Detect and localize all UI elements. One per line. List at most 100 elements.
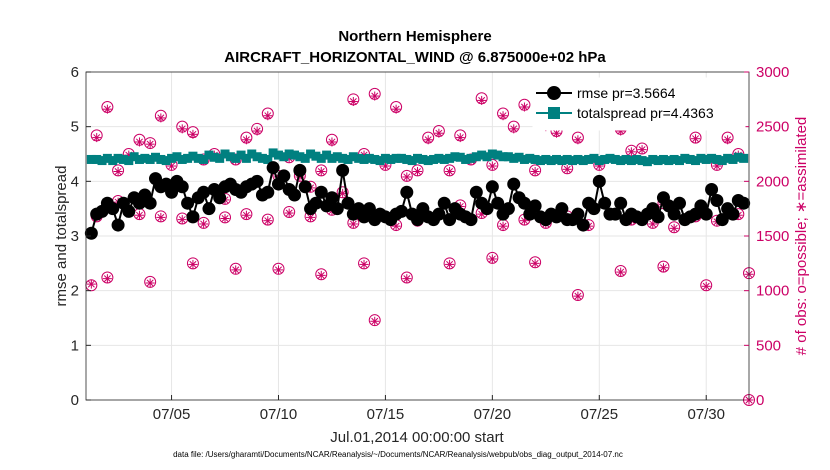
- y-tick-label: 0: [71, 392, 79, 409]
- y2-tick-label: 2000: [756, 173, 789, 190]
- obs-assimilated-marker: [188, 129, 198, 139]
- y-axis-label: rmse and totalspread: [53, 166, 70, 307]
- totalspread-point: [691, 156, 701, 166]
- totalspread-point: [642, 157, 652, 167]
- y2-tick-label: 1500: [756, 228, 789, 245]
- totalspread-point: [97, 156, 107, 166]
- asterisk-stroke: [371, 92, 379, 100]
- obs-assimilated-marker: [691, 134, 701, 144]
- obs-assimilated-marker: [92, 133, 102, 143]
- obs-assimilated-marker: [434, 128, 444, 138]
- rmse-point: [197, 185, 211, 199]
- totalspread-point: [674, 156, 684, 166]
- asterisk-stroke: [617, 268, 625, 276]
- totalspread-point: [669, 154, 679, 164]
- totalspread-point: [557, 156, 567, 166]
- totalspread-point: [183, 153, 193, 163]
- totalspread-point: [343, 154, 353, 164]
- asterisk-stroke: [574, 292, 582, 300]
- totalspread-point: [589, 153, 599, 163]
- obs-assimilated-marker: [423, 135, 433, 145]
- totalspread-point: [145, 154, 155, 164]
- obs-assimilated-marker: [177, 215, 187, 225]
- totalspread-point: [161, 156, 171, 166]
- totalspread-point: [380, 153, 390, 163]
- asterisk-stroke: [531, 259, 539, 267]
- totalspread-point: [263, 154, 273, 164]
- obs-assimilated-marker: [241, 135, 251, 145]
- totalspread-point: [434, 153, 444, 163]
- obs-assimilated-marker: [658, 263, 668, 273]
- x-tick-label: 07/05: [153, 406, 191, 423]
- totalspread-point: [471, 152, 481, 162]
- rmse-point: [336, 163, 350, 177]
- obs-assimilated-marker: [134, 210, 144, 220]
- totalspread-point: [626, 156, 636, 166]
- totalspread-point: [680, 153, 690, 163]
- asterisk-stroke: [702, 282, 710, 290]
- asterisk-stroke: [499, 222, 507, 230]
- x-axis-label: Jul.01,2014 00:00:00 start: [330, 429, 504, 446]
- obs-assimilated-marker: [701, 281, 711, 291]
- totalspread-point: [247, 149, 257, 159]
- rmse-point: [485, 180, 499, 194]
- totalspread-point: [733, 152, 743, 162]
- y2-axis-ticks: 0 500 1000 1500 2000 2500 3000: [744, 64, 789, 409]
- totalspread-point: [359, 154, 369, 164]
- obs-assimilated-marker: [391, 221, 401, 231]
- totalspread-point: [348, 152, 358, 162]
- obs-assimilated-marker: [316, 166, 326, 176]
- totalspread-point: [290, 150, 300, 160]
- asterisk-stroke: [638, 146, 646, 154]
- rmse-point: [186, 210, 200, 224]
- rmse-point: [507, 177, 521, 191]
- totalspread-point: [300, 153, 310, 163]
- asterisk-stroke: [413, 167, 422, 175]
- rmse-point: [261, 185, 275, 199]
- legend-box: [532, 77, 746, 131]
- rmse-point: [411, 213, 424, 227]
- totalspread-point: [306, 149, 316, 159]
- totalspread-point: [594, 156, 604, 166]
- rmse-point: [175, 180, 189, 194]
- rmse-point: [598, 196, 612, 210]
- obs-assimilated-marker: [402, 274, 412, 284]
- obs-assimilated-marker: [145, 278, 155, 288]
- totalspread-point: [199, 154, 209, 164]
- asterisk-stroke: [478, 96, 486, 104]
- totalspread-point: [177, 154, 187, 164]
- rmse-point: [715, 213, 729, 227]
- totalspread-series: [86, 148, 749, 167]
- obs-assimilated-marker: [86, 279, 96, 289]
- rmse-point: [250, 174, 264, 188]
- totalspread-point: [220, 149, 230, 159]
- obs-assimilated-marker: [348, 97, 358, 107]
- rmse-point: [667, 207, 681, 221]
- x-tick-label: 07/15: [367, 406, 405, 423]
- totalspread-point: [439, 154, 449, 164]
- y2-tick-label: 3000: [756, 64, 789, 81]
- obs-assimilated-marker: [477, 95, 487, 105]
- asterisk-stroke: [178, 125, 186, 133]
- totalspread-point: [118, 154, 128, 164]
- asterisk-stroke: [403, 275, 411, 283]
- asterisk-stroke: [520, 103, 528, 111]
- totalspread-point: [193, 153, 203, 163]
- totalspread-point: [124, 156, 134, 166]
- asterisk-stroke: [168, 162, 176, 170]
- totalspread-point: [364, 153, 374, 163]
- totalspread-point: [519, 154, 529, 164]
- totalspread-point: [632, 154, 642, 164]
- totalspread-point: [402, 154, 412, 164]
- totalspread-point: [338, 153, 348, 163]
- obs-assimilated-marker: [145, 139, 155, 149]
- data-file-footnote: data file: /Users/gharamti/Documents/NCA…: [173, 450, 623, 459]
- totalspread-point: [653, 156, 663, 166]
- asterisk-stroke: [200, 220, 208, 228]
- asterisk-stroke: [339, 189, 347, 197]
- obs-assimilated-marker: [637, 145, 647, 155]
- asterisk-stroke: [488, 162, 496, 170]
- totalspread-point: [568, 156, 578, 166]
- totalspread-point: [311, 151, 321, 161]
